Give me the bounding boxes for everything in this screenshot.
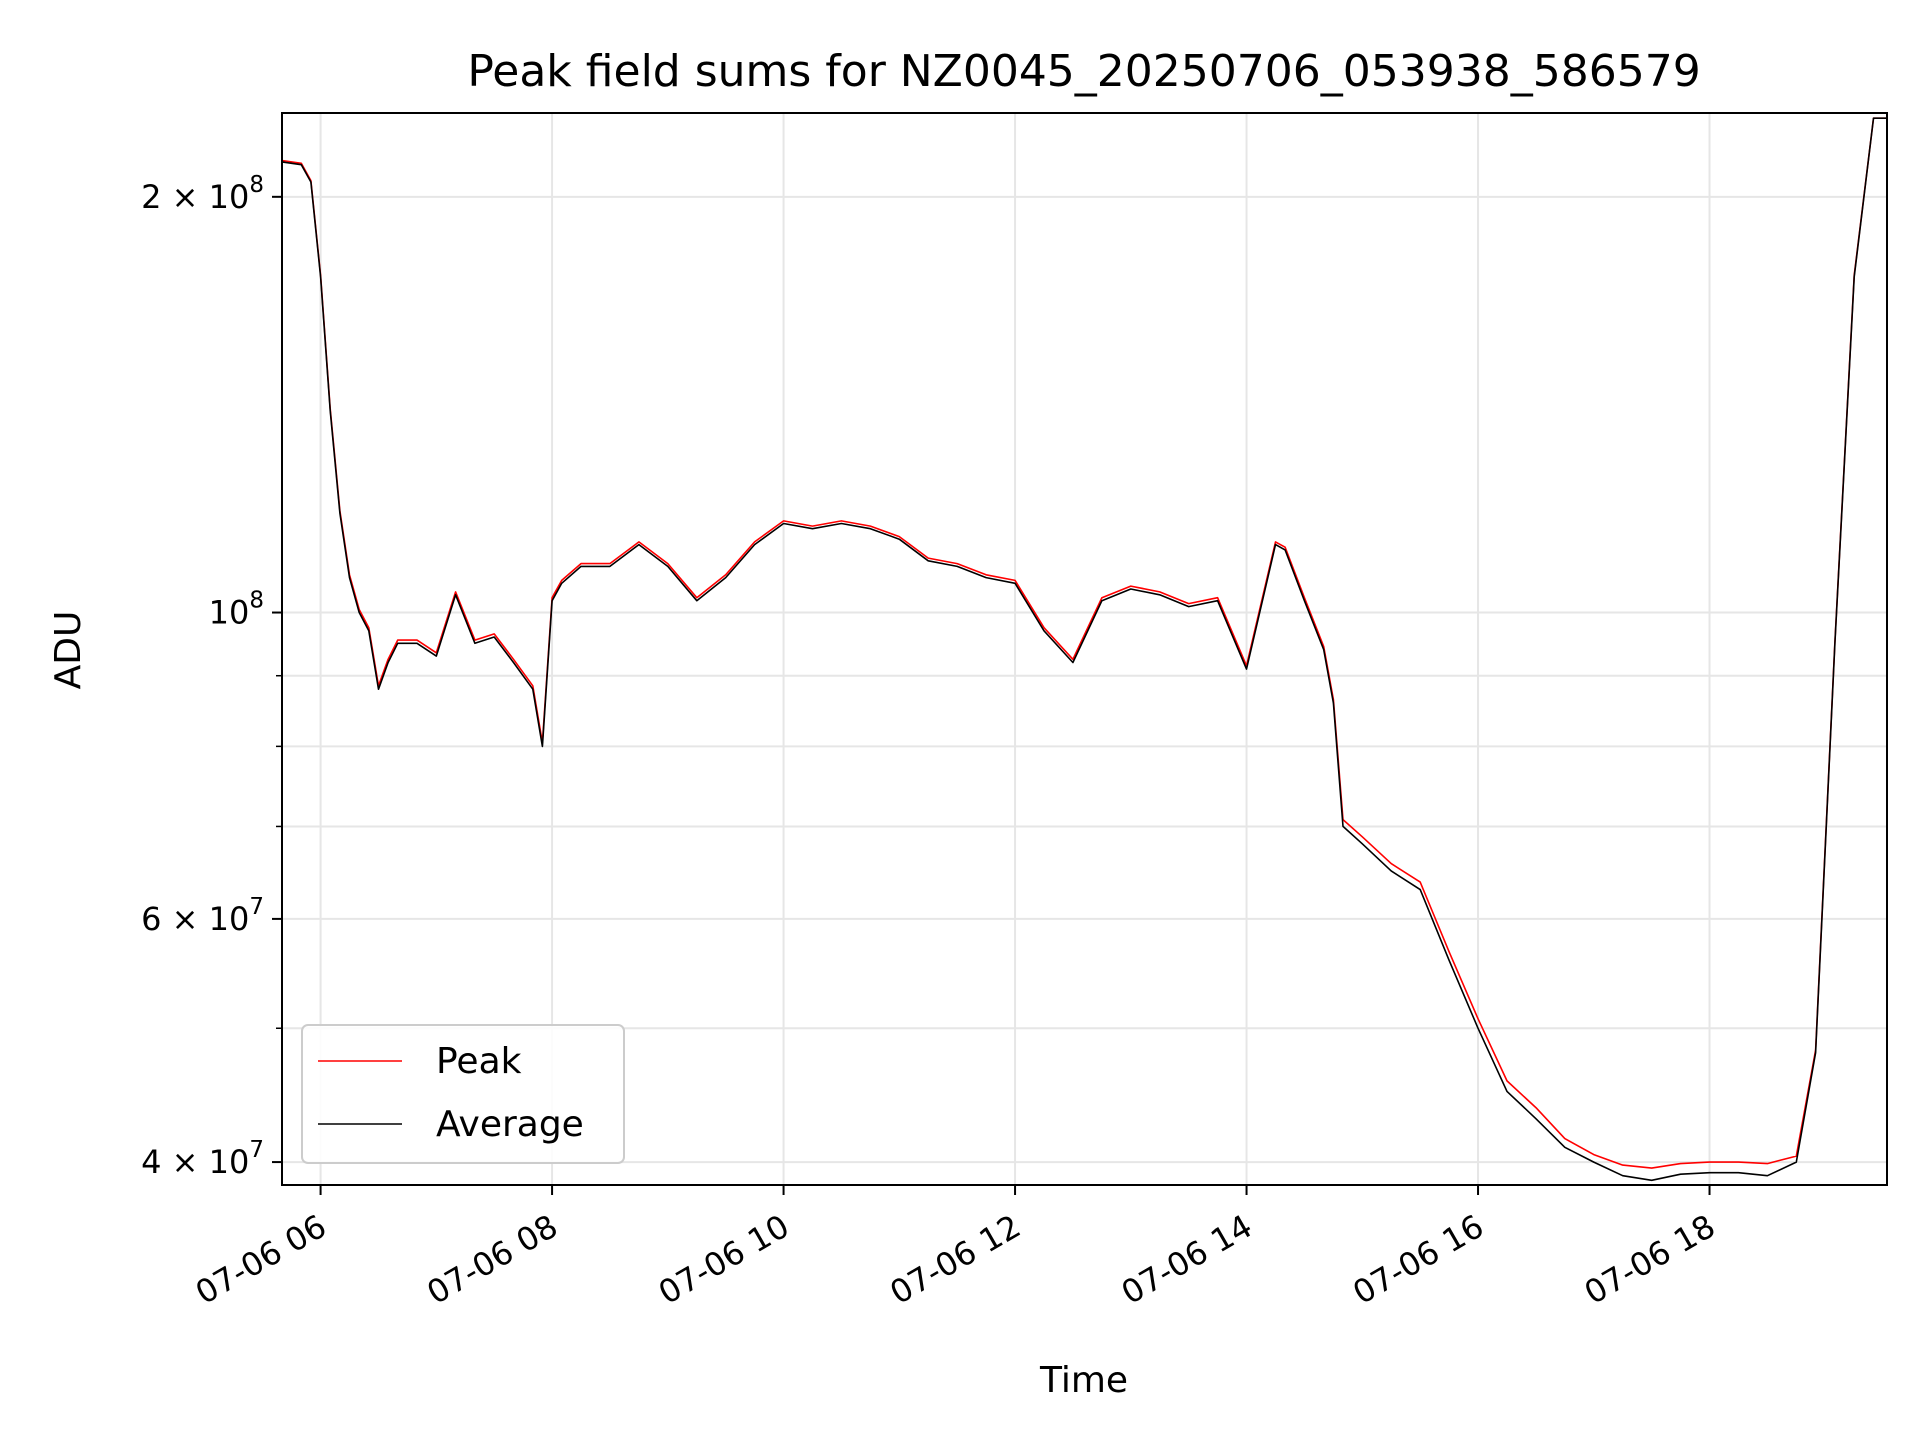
x-tick-label: 07-06 16 xyxy=(1346,1207,1490,1312)
series-line-peak xyxy=(281,117,1887,1169)
y-tick-label: 108 xyxy=(209,588,264,632)
legend: Peak Average xyxy=(301,1024,625,1164)
x-tick-label: 07-06 18 xyxy=(1578,1207,1722,1312)
y-tick-label: 4 × 107 xyxy=(141,1137,264,1181)
x-tick-label: 07-06 14 xyxy=(1115,1207,1259,1312)
series-layer xyxy=(281,117,1887,1182)
x-tick-label: 07-06 08 xyxy=(420,1207,564,1312)
x-tick-label: 07-06 06 xyxy=(189,1207,333,1312)
y-tick-label: 6 × 107 xyxy=(141,894,264,938)
x-axis: 07-06 06 07-06 08 07-06 10 07-06 12 07-06 14… xyxy=(189,1185,1722,1312)
y-axis-label: ADU xyxy=(48,611,89,690)
x-axis-label: Time xyxy=(1039,1360,1128,1401)
plot-frame xyxy=(281,112,1888,1186)
chart-title: Peak field sums for NZ0045_20250706_0539… xyxy=(467,46,1700,97)
x-tick-label: 07-06 10 xyxy=(652,1207,796,1312)
y-tick-label: 2 × 108 xyxy=(141,172,264,216)
legend-label-peak: Peak xyxy=(436,1041,522,1082)
series-line-average xyxy=(281,117,1887,1182)
legend-box xyxy=(301,1024,625,1164)
y-axis: 2 × 108 108 6 × 107 4 × 107 xyxy=(141,172,282,1181)
legend-label-average: Average xyxy=(436,1104,584,1145)
x-tick-label: 07-06 12 xyxy=(883,1207,1027,1312)
